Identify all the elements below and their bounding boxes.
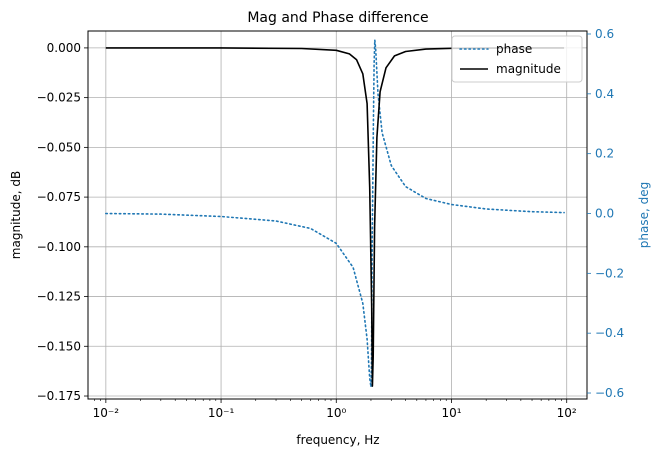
series-line-phase [105, 39, 565, 388]
y-tick-label: −0.125 [37, 290, 81, 304]
legend-label-magnitude: magnitude [496, 62, 561, 76]
y-tick-label: −0.175 [37, 389, 81, 403]
x-tick-label: 10² [557, 406, 577, 420]
chart-title: Mag and Phase difference [247, 10, 428, 26]
x-axis-label: frequency, Hz [296, 433, 379, 447]
y-tick-label: 0.000 [47, 41, 81, 55]
series-line-magnitude [105, 47, 565, 387]
x-axis: 10⁻² 10⁻¹ 10⁰ 10¹ 10² [93, 399, 577, 420]
y2-tick-label: 0.2 [595, 147, 614, 161]
y2-tick-label: −0.2 [595, 266, 624, 280]
y2-axis-label: phase, deg [637, 182, 651, 248]
grid [88, 31, 587, 399]
y-axis-label: magnitude, dB [9, 171, 23, 259]
legend-box [451, 35, 583, 83]
y2-tick-label: 0.4 [595, 87, 614, 101]
y-tick-label: −0.150 [37, 339, 81, 353]
x-tick-label: 10⁰ [326, 406, 346, 420]
x-tick-label: 10⁻² [93, 406, 120, 420]
legend: phase magnitude [451, 35, 583, 83]
x-tick-label: 10⁻¹ [208, 406, 235, 420]
y-tick-label: −0.050 [37, 140, 81, 154]
legend-label-phase: phase [496, 42, 532, 56]
y2-tick-label: −0.4 [595, 326, 624, 340]
y2-tick-label: 0.6 [595, 27, 614, 41]
series-group [105, 39, 565, 388]
y-axis-right: 0.6 0.4 0.2 0.0 −0.2 −0.4 −0.6 [587, 27, 624, 400]
y-tick-label: −0.025 [37, 91, 81, 105]
y2-tick-label: 0.0 [595, 207, 614, 221]
y2-tick-label: −0.6 [595, 386, 624, 400]
plot-frame [87, 30, 588, 400]
y-axis-left: 0.000 −0.025 −0.050 −0.075 −0.100 −0.125 −0.15… [37, 41, 88, 403]
y-tick-label: −0.100 [37, 240, 81, 254]
x-tick-label: 10¹ [441, 406, 461, 420]
y-tick-label: −0.075 [37, 190, 81, 204]
